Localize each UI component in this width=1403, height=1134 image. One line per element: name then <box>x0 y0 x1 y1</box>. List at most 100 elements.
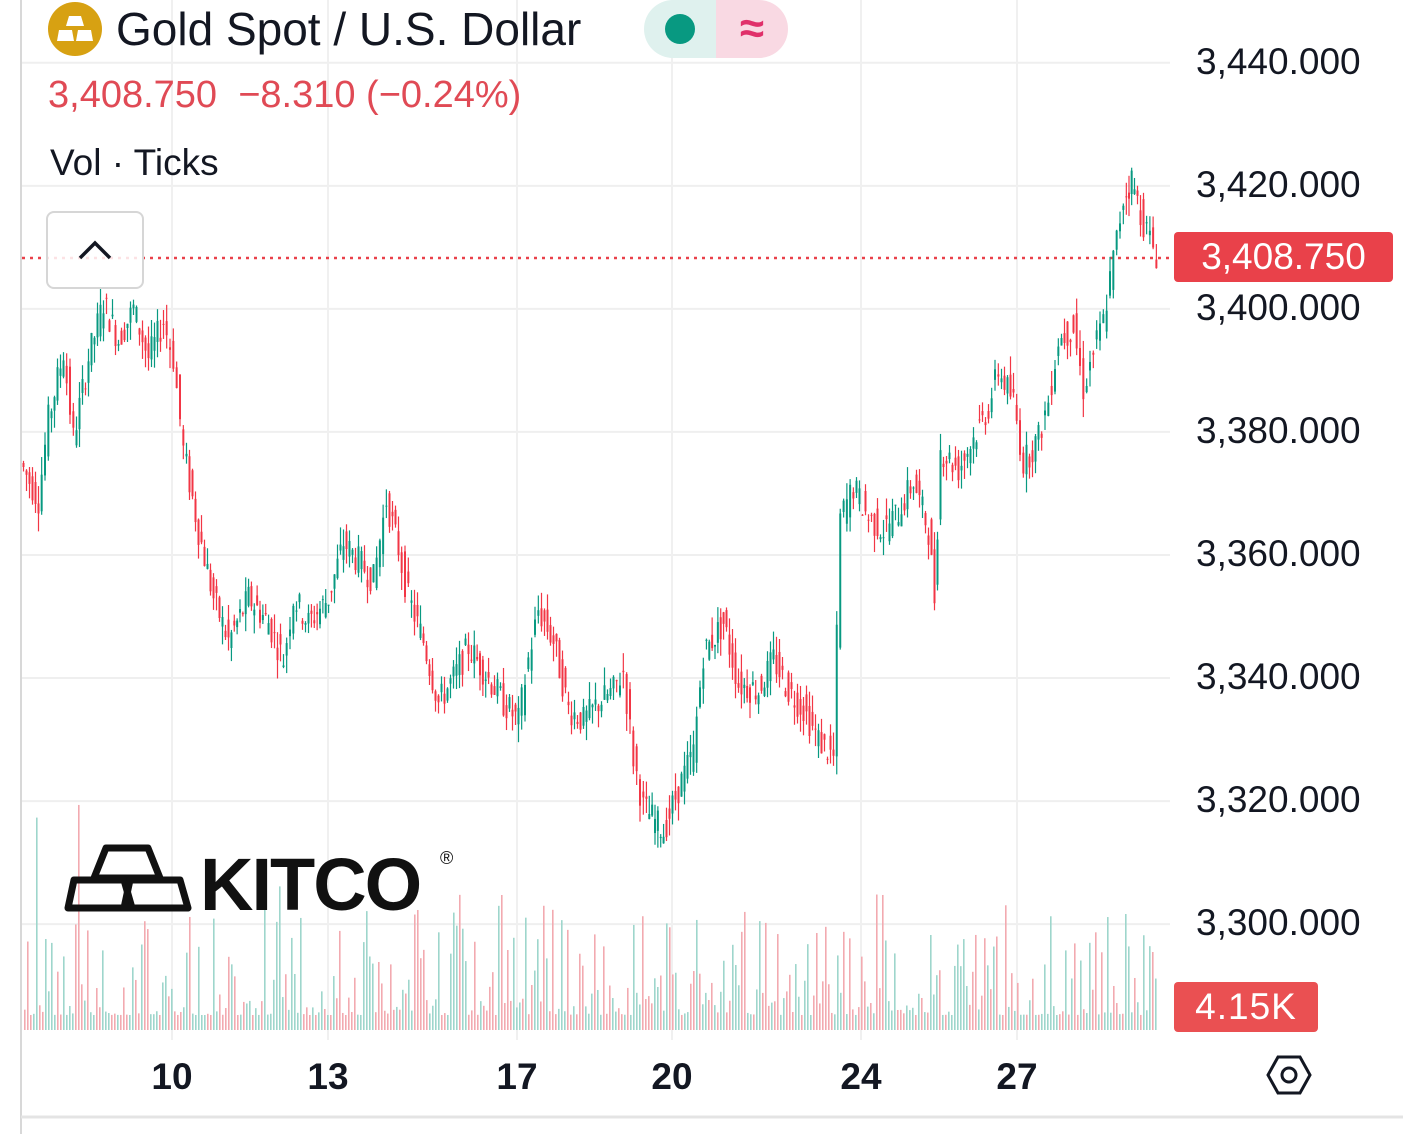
volume-bar <box>78 804 80 1030</box>
volume-bar <box>378 961 380 1030</box>
volume-bar <box>543 905 545 1030</box>
candle-body <box>279 634 282 645</box>
candle-body <box>1040 433 1043 438</box>
volume-bar <box>273 979 275 1030</box>
candle-body <box>473 645 476 664</box>
candle-body <box>200 531 203 543</box>
volume-bar <box>123 987 125 1030</box>
candle-body <box>725 610 728 628</box>
candle-body <box>221 617 224 627</box>
candle-body <box>236 620 239 628</box>
candle-body <box>388 493 391 527</box>
candle-body <box>802 705 805 721</box>
volume-bar <box>63 956 65 1030</box>
volume-bar <box>36 817 38 1030</box>
volume-bar <box>678 1009 680 1030</box>
candle-body <box>645 796 648 799</box>
candle-body <box>564 667 567 688</box>
volume-indicator-label[interactable]: Vol · Ticks <box>50 142 219 183</box>
volume-bar <box>993 946 995 1030</box>
volume-bar <box>840 992 842 1030</box>
candle-body <box>656 810 659 831</box>
candle-body <box>117 344 120 346</box>
volume-bar <box>921 997 923 1030</box>
candle-body <box>90 332 93 366</box>
candle-body <box>150 336 153 360</box>
volume-bar <box>654 978 656 1030</box>
volume-bar <box>639 1004 641 1030</box>
candle-body <box>975 442 978 450</box>
candle-body <box>1133 189 1136 194</box>
candle-body <box>957 456 960 481</box>
volume-bar <box>1125 914 1127 1030</box>
candle-body <box>301 620 304 624</box>
volume-bar <box>27 941 29 1030</box>
candle-body <box>1119 223 1121 232</box>
y-tick-label: 3,300.000 <box>1196 902 1361 944</box>
x-tick-label: 17 <box>496 1056 538 1097</box>
volume-bar <box>648 996 650 1030</box>
volume-bar <box>726 1012 728 1030</box>
candle-body <box>597 705 600 712</box>
volume-bar <box>237 1014 239 1030</box>
volume-bar <box>1008 1006 1010 1030</box>
volume-bar <box>693 971 695 1030</box>
volume-bar <box>633 924 635 1030</box>
candle-body <box>484 679 487 681</box>
volume-bar <box>585 1006 587 1030</box>
collapse-legend-button[interactable] <box>46 211 144 289</box>
candle-body <box>805 694 808 712</box>
volume-bar <box>219 994 221 1030</box>
candle-body <box>443 693 446 704</box>
candle-body <box>282 665 285 668</box>
volume-bar <box>990 989 992 1030</box>
volume-bar <box>168 996 170 1030</box>
volume-bar <box>507 949 509 1030</box>
chart-settings-button[interactable] <box>1266 1054 1312 1101</box>
candle-body <box>496 679 499 697</box>
candle-body <box>708 641 711 660</box>
candle-body <box>1145 222 1148 224</box>
volume-bar <box>381 983 383 1030</box>
candle-body <box>25 470 28 475</box>
volume-bar <box>369 956 371 1030</box>
candle-body <box>360 551 363 570</box>
candle-body <box>1122 205 1125 210</box>
volume-bar <box>489 986 491 1030</box>
candle-body <box>165 321 168 336</box>
volume-bar <box>114 1013 116 1030</box>
volume-bar <box>576 1014 578 1030</box>
volume-bar <box>750 1014 752 1030</box>
candle-body <box>820 732 823 754</box>
candle-body <box>172 340 175 369</box>
volume-bar <box>291 937 293 1030</box>
candle-body <box>734 652 737 684</box>
candle-body <box>873 513 876 536</box>
candle-body <box>969 448 972 464</box>
symbol-header[interactable]: Gold Spot / U.S. Dollar <box>48 2 581 56</box>
volume-bar <box>759 921 761 1030</box>
volume-bar <box>267 1014 269 1030</box>
y-tick-label: 3,400.000 <box>1196 286 1361 328</box>
y-tick-label: 3,420.000 <box>1196 163 1361 205</box>
candle-body <box>428 664 431 676</box>
volume-bar <box>42 1011 44 1030</box>
volume-bar <box>780 1014 782 1030</box>
candle-body <box>651 804 654 816</box>
candle-body <box>811 711 814 726</box>
candle-body <box>218 597 221 618</box>
status-pill[interactable]: ≈ <box>644 0 788 58</box>
candle-body <box>47 404 50 457</box>
candle-body <box>34 482 37 504</box>
volume-bar <box>555 1014 557 1030</box>
candle-body <box>832 749 835 756</box>
volume-bar <box>1110 1012 1112 1030</box>
grid <box>22 0 1170 1040</box>
volume-bar <box>51 942 53 1030</box>
volume-bar <box>912 1007 914 1030</box>
volume-bar <box>441 1014 443 1030</box>
volume-bar <box>735 965 737 1030</box>
volume-bar <box>492 972 494 1030</box>
volume-bar <box>366 911 368 1030</box>
